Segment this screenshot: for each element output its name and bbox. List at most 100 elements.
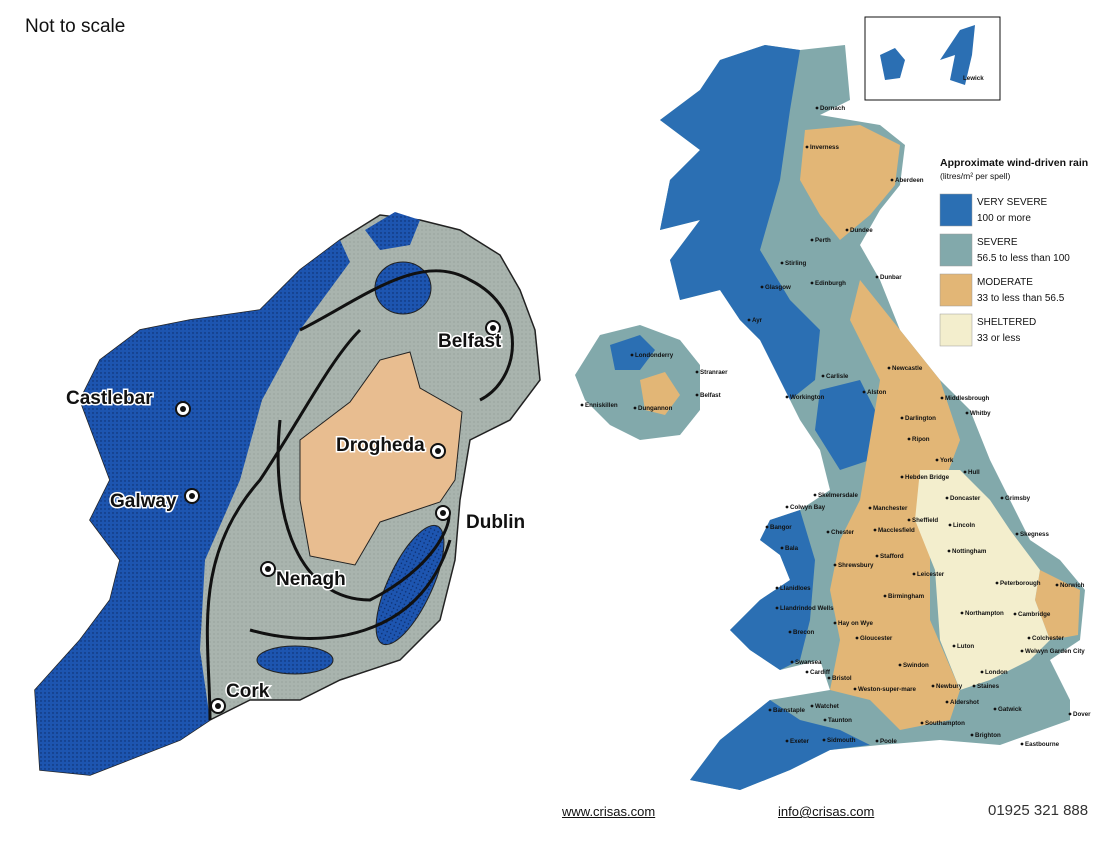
place-marker: [805, 145, 809, 149]
place-marker: [1055, 583, 1059, 587]
inset-frame: [864, 16, 1001, 101]
place-marker: [630, 353, 634, 357]
place-marker: [810, 704, 814, 708]
town-label: Galway: [110, 491, 177, 512]
place-marker: [862, 390, 866, 394]
place-marker: [580, 403, 584, 407]
place-label: Manchester: [873, 505, 908, 512]
legend-label: MODERATE: [977, 277, 1033, 288]
place-marker: [1027, 636, 1031, 640]
place-label: Staines: [977, 683, 1000, 690]
place-marker: [1000, 496, 1004, 500]
town-label: Dublin: [466, 512, 525, 533]
ireland-very-severe-zone: [256, 645, 334, 675]
place-marker: [775, 606, 779, 610]
place-label: Macclesfield: [878, 527, 915, 534]
place-label: Sheffield: [912, 517, 938, 524]
ireland-very-severe-zone: [375, 524, 445, 646]
place-label: Aberdeen: [895, 177, 924, 184]
place-label: Hebden Bridge: [905, 474, 950, 481]
ireland-very-severe-zone: [35, 240, 350, 775]
place-marker: [785, 505, 789, 509]
place-marker: [826, 530, 830, 534]
place-marker: [947, 549, 951, 553]
ni-very-severe-zone: [610, 335, 655, 370]
place-label: Watchet: [815, 703, 839, 710]
place-label: Colwyn Bay: [790, 504, 826, 511]
place-label: Glasgow: [765, 284, 791, 291]
place-marker: [868, 506, 872, 510]
ni-severe-zone: [575, 325, 700, 440]
place-marker: [768, 708, 772, 712]
place-label: Northampton: [965, 610, 1004, 617]
place-label: Southampton: [925, 720, 965, 727]
place-marker: [920, 721, 924, 725]
place-marker: [821, 374, 825, 378]
place-marker: [875, 739, 879, 743]
place-label: Darlington: [905, 415, 936, 422]
email-link[interactable]: info@crisas.com: [778, 804, 875, 819]
place-marker: [900, 416, 904, 420]
website-link[interactable]: www.crisas.com: [562, 804, 656, 819]
place-label: Colchester: [1032, 635, 1065, 642]
zone-boundary: [205, 269, 514, 721]
place-label: Llandrindod Wells: [780, 605, 834, 612]
place-label: Shrewsbury: [838, 562, 874, 569]
place-label: Nottingham: [952, 548, 987, 555]
place-marker: [945, 700, 949, 704]
place-label: Belfast: [700, 392, 721, 399]
place-label: Welwyn Garden City: [1025, 648, 1085, 655]
place-marker: [945, 496, 949, 500]
place-label: Leicester: [917, 571, 945, 578]
place-label: Weston-super-mare: [858, 686, 917, 693]
place-label: Brecon: [793, 629, 815, 636]
place-label: Stirling: [785, 260, 807, 267]
legend-swatch: [939, 193, 973, 227]
inset-island: [880, 48, 905, 80]
place-label: Lincoln: [953, 522, 975, 529]
town-marker: [189, 493, 195, 499]
legend-swatch: [939, 313, 973, 347]
uk-moderate-zone: [800, 125, 900, 240]
place-label: Alston: [867, 389, 886, 396]
place-marker: [890, 178, 894, 182]
place-label: Gatwick: [998, 706, 1022, 713]
place-label: Sidmouth: [827, 737, 856, 744]
place-label: Stafford: [880, 553, 904, 560]
legend-label: VERY SEVERE: [977, 197, 1048, 208]
place-marker: [995, 581, 999, 585]
place-marker: [775, 586, 779, 590]
ireland-map: Castlebar Galway Belfast Drogheda Dublin Nena…: [34, 212, 541, 776]
place-label: Dundee: [850, 227, 873, 234]
place-label: Perth: [815, 237, 831, 244]
ni-moderate-zone: [640, 372, 680, 415]
ireland-very-severe-zone: [374, 261, 432, 315]
place-marker: [931, 684, 935, 688]
place-marker: [963, 470, 967, 474]
legend-swatch: [939, 273, 973, 307]
town-marker: [265, 566, 271, 572]
place-marker: [785, 395, 789, 399]
place-marker: [883, 594, 887, 598]
place-marker: [1015, 532, 1019, 536]
place-marker: [810, 238, 814, 242]
place-label: Norwich: [1060, 582, 1085, 589]
place-label: Barnstaple: [773, 707, 806, 714]
place-marker: [833, 621, 837, 625]
place-label: Swindon: [903, 662, 929, 669]
place-marker: [970, 733, 974, 737]
place-label: Stranraer: [700, 369, 728, 376]
place-marker: [780, 546, 784, 550]
place-label: Dornach: [820, 105, 845, 112]
place-label: Newbury: [936, 683, 963, 690]
place-label: Middlesbrough: [945, 395, 990, 402]
uk-moderate-zone: [1035, 570, 1080, 640]
place-marker: [887, 366, 891, 370]
uk-very-severe-zone: [660, 45, 820, 400]
place-marker: [1020, 649, 1024, 653]
legend-range: 56.5 to less than 100: [977, 253, 1070, 264]
place-label: Dunbar: [880, 274, 902, 281]
place-label: Edinburgh: [815, 280, 846, 287]
place-label: Birmingham: [888, 593, 925, 600]
place-marker: [780, 261, 784, 265]
